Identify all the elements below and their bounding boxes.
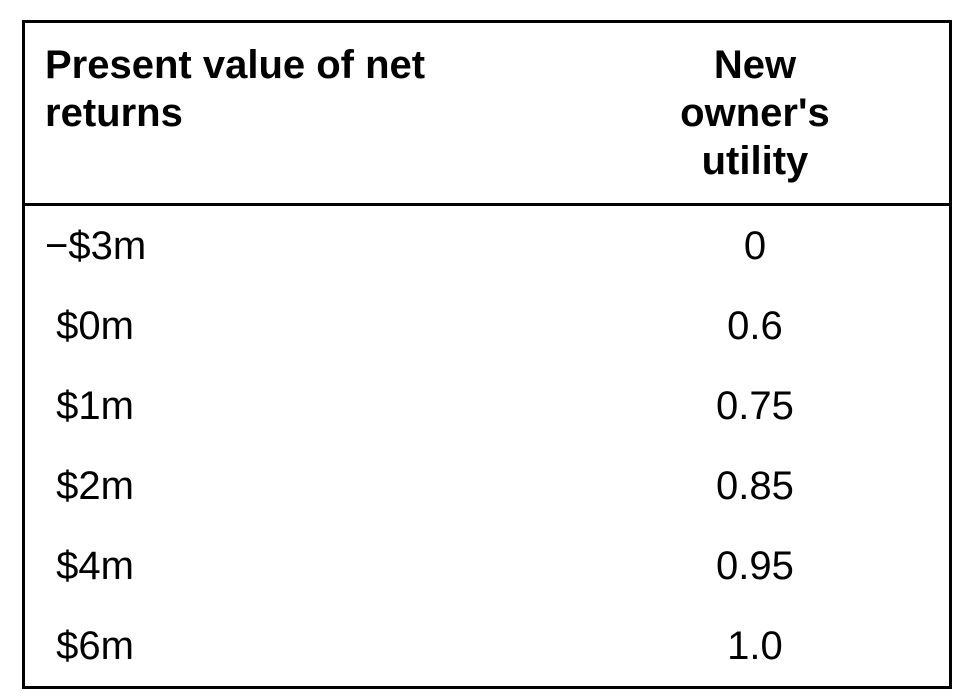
cell-returns: $6m (25, 606, 561, 686)
table-row: $6m 1.0 (25, 606, 949, 686)
cell-returns: $4m (25, 526, 561, 606)
cell-returns: $2m (25, 446, 561, 526)
header-returns-line2: returns (45, 91, 183, 135)
header-utility-line2: owner's (680, 91, 830, 135)
table-row: −$3m 0 (25, 205, 949, 287)
table-header: Present value of net returns New owner's… (25, 23, 949, 205)
cell-utility: 0.75 (561, 366, 949, 446)
cell-utility: 0 (561, 205, 949, 287)
cell-utility: 1.0 (561, 606, 949, 686)
header-utility-line3: utility (702, 139, 809, 183)
column-header-utility: New owner's utility (561, 23, 949, 205)
cell-returns: −$3m (25, 205, 561, 287)
utility-table-container: Present value of net returns New owner's… (22, 20, 952, 689)
header-returns-line1: Present value of net (45, 43, 425, 87)
table-row: $0m 0.6 (25, 286, 949, 366)
cell-returns: $1m (25, 366, 561, 446)
header-utility-line1: New (714, 43, 796, 87)
cell-utility: 0.85 (561, 446, 949, 526)
table-body: −$3m 0 $0m 0.6 $1m 0.75 $2m 0.85 $4m 0.9… (25, 205, 949, 687)
cell-utility: 0.6 (561, 286, 949, 366)
table-row: $2m 0.85 (25, 446, 949, 526)
table-row: $1m 0.75 (25, 366, 949, 446)
cell-returns: $0m (25, 286, 561, 366)
table-row: $4m 0.95 (25, 526, 949, 606)
utility-table: Present value of net returns New owner's… (25, 23, 949, 686)
table-header-row: Present value of net returns New owner's… (25, 23, 949, 205)
column-header-returns: Present value of net returns (25, 23, 561, 205)
cell-utility: 0.95 (561, 526, 949, 606)
